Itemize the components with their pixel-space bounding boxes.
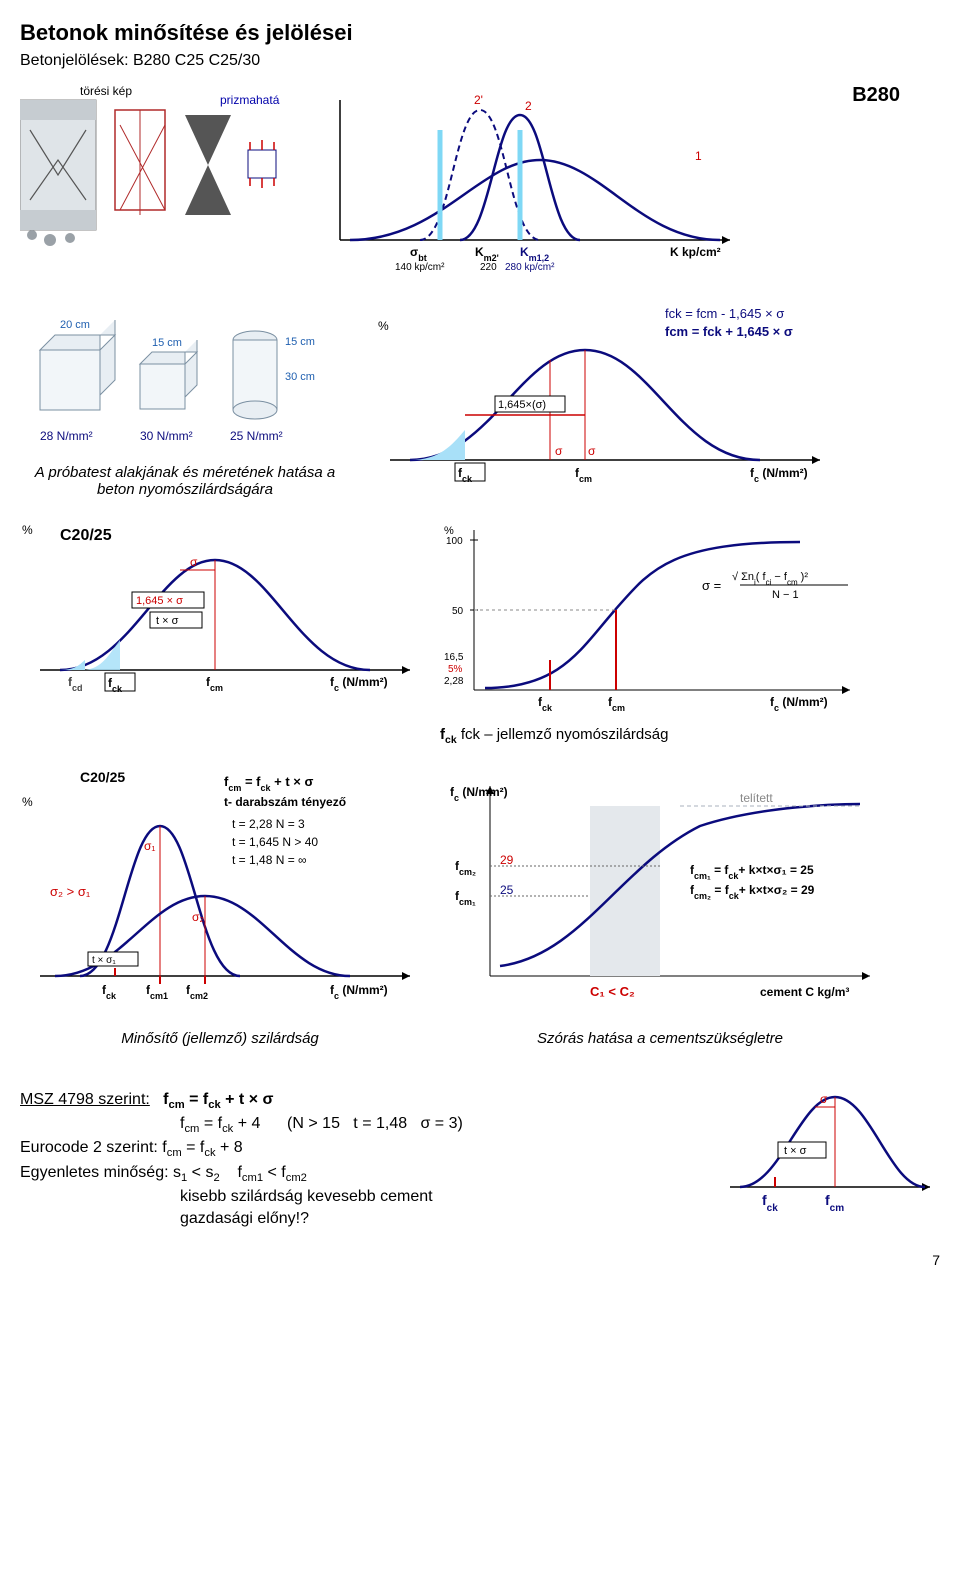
svg-text:t = 2,28 N = 3: t = 2,28 N = 3 [232, 817, 305, 831]
svg-text:σ₁: σ₁ [144, 839, 155, 853]
saturation-chart: fc (N/mm²) telített fcm₂ fcm₁ 29 25 fcm₁… [440, 766, 880, 1047]
svg-text:%: % [378, 319, 389, 333]
svg-text:%: % [22, 523, 33, 537]
svg-text:fcm = fck + 1,645 × σ: fcm = fck + 1,645 × σ [665, 324, 793, 339]
fck-chart: fck = fcm - 1,645 × σ fcm = fck + 1,645 … [370, 300, 830, 500]
svg-text:C20/25: C20/25 [60, 527, 112, 544]
svg-text:σ: σ [555, 444, 563, 458]
svg-text:cement C kg/m³: cement C kg/m³ [760, 985, 849, 999]
svg-text:C20/25: C20/25 [80, 769, 125, 785]
two-bells: C20/25 fcm = fck + t × σ t- darabszám té… [20, 766, 420, 1047]
svg-text:fcm1: fcm1 [146, 983, 168, 1001]
svg-text:fcm: fcm [206, 675, 223, 693]
svg-text:σ: σ [820, 1092, 828, 1106]
svg-text:16,5: 16,5 [444, 652, 464, 663]
svg-text:1,645×(σ): 1,645×(σ) [498, 399, 546, 411]
svg-text:t × σ: t × σ [156, 615, 179, 627]
s-curve: % 100 50 16,5 5% 2,28 fck fcm fc (N/mm²)… [440, 520, 860, 746]
svg-text:Km2': Km2' [475, 245, 499, 263]
c2025-bell: % C20/25 σ 1,645 × σ t × σ fcd fck fcm f… [20, 520, 420, 746]
cube-sizes: 20 cm 15 cm 15 cm 30 cm 28 N/mm² 30 N/mm… [20, 300, 350, 500]
svg-text:30 cm: 30 cm [285, 371, 315, 383]
page-number: 7 [20, 1252, 940, 1268]
svg-text:σ₂ > σ₁: σ₂ > σ₁ [50, 884, 91, 899]
svg-text:140 kp/cm²: 140 kp/cm² [395, 262, 445, 273]
svg-text:fck: fck [538, 695, 553, 713]
svg-text:20 cm: 20 cm [60, 319, 90, 331]
svg-text:fc (N/mm²): fc (N/mm²) [770, 695, 828, 713]
svg-text:fcd: fcd [68, 675, 83, 693]
cube-caption: A próbatest alakjának és méretének hatás… [20, 464, 350, 498]
svg-text:fcm₂ = fck+ k×t×σ₂ = 29: fcm₂ = fck+ k×t×σ₂ = 29 [690, 883, 815, 901]
svg-text:t × σ₁: t × σ₁ [92, 955, 116, 966]
svg-text:15 cm: 15 cm [285, 336, 315, 348]
svg-text:σbt: σbt [410, 245, 427, 263]
svg-text:15 cm: 15 cm [152, 337, 182, 349]
svg-text:σ =: σ = [702, 578, 721, 593]
fck-jell-caption: fck – jellemző nyomószilárdság [461, 726, 669, 743]
svg-text:t- darabszám tényező: t- darabszám tényező [224, 795, 346, 809]
svg-text:fc (N/mm²): fc (N/mm²) [330, 983, 388, 1001]
b280-label: B280 [852, 84, 900, 107]
svg-text:fc (N/mm²): fc (N/mm²) [450, 785, 508, 803]
svg-text:2': 2' [474, 93, 483, 107]
fracture-illustration: törési kép prizmahatás [20, 80, 280, 280]
svg-text:30 N/mm²: 30 N/mm² [140, 429, 193, 443]
svg-text:%: % [22, 795, 33, 809]
svg-text:fcm: fcm [575, 466, 592, 484]
svg-text:fcm = fck + t × σ: fcm = fck + t × σ [224, 774, 313, 793]
svg-text:N − 1: N − 1 [772, 589, 799, 601]
formula-block: MSZ 4798 szerint: fcm = fck + t × σ fcm … [20, 1087, 700, 1232]
svg-text:100: 100 [446, 536, 463, 547]
svg-text:t = 1,645 N > 40: t = 1,645 N > 40 [232, 835, 318, 849]
svg-text:1,645 × σ: 1,645 × σ [136, 595, 183, 607]
svg-text:t × σ: t × σ [784, 1145, 807, 1157]
page-title: Betonok minősítése és jelölései [20, 20, 940, 46]
svg-text:C₁ < C₂: C₁ < C₂ [590, 984, 635, 999]
caption-right: Szórás hatása a cementszükségletre [440, 1030, 880, 1047]
caption-left: Minősítő (jellemző) szilárdság [20, 1030, 420, 1047]
svg-text:telített: telített [740, 791, 773, 805]
svg-text:σ: σ [190, 555, 198, 569]
svg-text:220: 220 [480, 262, 497, 273]
svg-text:fcm₁ = fck+ k×t×σ₁ = 25: fcm₁ = fck+ k×t×σ₁ = 25 [690, 863, 814, 881]
svg-text:Km1,2: Km1,2 [520, 245, 549, 263]
small-bell: σ t × σ fck fcm [720, 1067, 940, 1232]
svg-text:fcm: fcm [825, 1192, 844, 1214]
svg-text:fcm₁: fcm₁ [455, 889, 476, 907]
svg-text:29: 29 [500, 853, 514, 867]
svg-text:fcm: fcm [608, 695, 625, 713]
svg-text:fcm2: fcm2 [186, 983, 208, 1001]
svg-text:√ Σni( fci − fcm )²: √ Σni( fci − fcm )² [732, 571, 808, 587]
subtitle: Betonjelölések: B280 C25 C25/30 [20, 52, 940, 70]
svg-text:fcm₂: fcm₂ [455, 859, 476, 877]
svg-text:σ: σ [588, 444, 596, 458]
svg-text:25: 25 [500, 883, 514, 897]
svg-text:fc (N/mm²): fc (N/mm²) [750, 466, 808, 484]
svg-text:50: 50 [452, 606, 464, 617]
svg-text:σ₂: σ₂ [192, 910, 204, 924]
svg-text:K kp/cm²: K kp/cm² [670, 245, 721, 259]
svg-text:fck: fck [102, 983, 117, 1001]
svg-text:fc (N/mm²): fc (N/mm²) [330, 675, 388, 693]
svg-text:280 kp/cm²: 280 kp/cm² [505, 262, 555, 273]
frequency-chart: gyakoriság 2' 2 1 σbt 140 kp/cm² Km2' 22… [300, 80, 740, 280]
svg-text:prizmahatás: prizmahatás [220, 93, 280, 107]
svg-text:t = 1,48 N = ∞: t = 1,48 N = ∞ [232, 853, 307, 867]
svg-text:2,28: 2,28 [444, 676, 464, 687]
svg-text:2: 2 [525, 99, 532, 113]
svg-text:1: 1 [695, 149, 702, 163]
svg-text:fck = fcm - 1,645 × σ: fck = fcm - 1,645 × σ [665, 306, 784, 321]
svg-text:fck: fck [762, 1192, 778, 1214]
svg-text:5%: 5% [448, 664, 463, 675]
svg-text:25 N/mm²: 25 N/mm² [230, 429, 283, 443]
svg-text:28 N/mm²: 28 N/mm² [40, 429, 93, 443]
svg-text:törési kép: törési kép [80, 84, 132, 98]
